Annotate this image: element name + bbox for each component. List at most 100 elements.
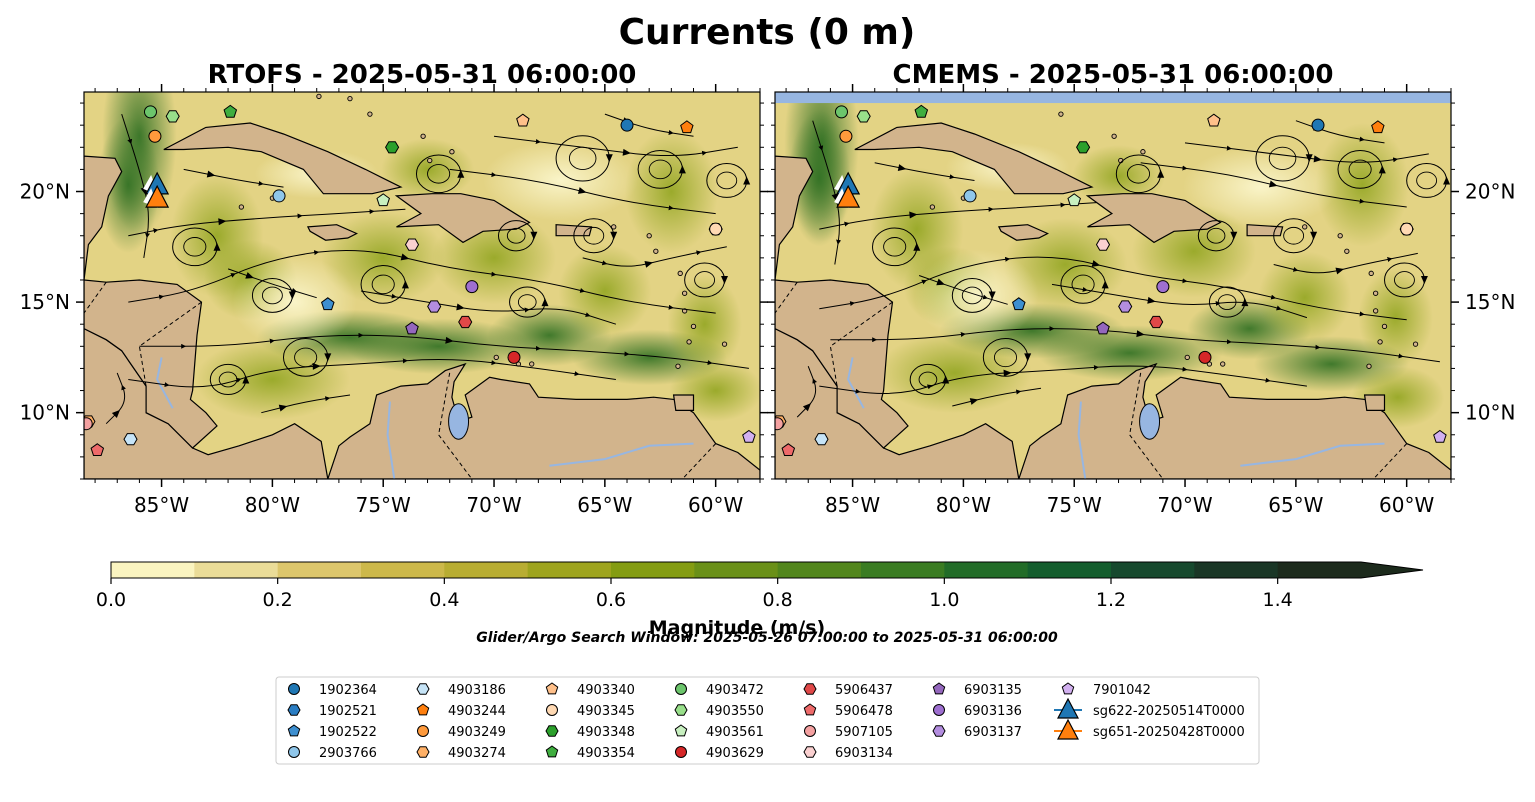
colorbar-tick-label: 1.4 [1263,589,1293,611]
colorbar-segment [944,562,1029,578]
y-tick-label: 20°N [1465,180,1515,204]
legend-label: 7901042 [1093,683,1151,698]
colorbar-segment [277,562,362,578]
streamline-arrow [577,187,587,194]
island [238,204,245,210]
island [1302,224,1308,230]
float-4903550-marker [856,110,871,123]
streamline-arrow [605,154,613,163]
streamline-arrow [1147,296,1156,304]
island [611,224,617,230]
legend-float-marker [1061,682,1075,695]
river [1240,442,1385,467]
island [1381,323,1388,330]
float-1902522-marker [321,297,335,311]
float-5906437-marker [1149,315,1164,329]
legend-label: 2903766 [319,746,377,761]
x-tick-label: 75°W [356,493,411,517]
streamline-arrow [1157,169,1165,178]
streamline-arrow [1313,155,1322,163]
country-border [438,372,473,479]
float-6903134-marker [1095,238,1111,251]
eddy-streamline [1268,146,1297,170]
land-cuba [854,122,1094,195]
eddy-streamline [961,286,983,305]
eddy-streamline [583,226,605,245]
colorbar-segment [777,562,862,578]
eddy-streamline [716,171,738,190]
x-tick-label: 75°W [1047,493,1102,517]
colorbar-tick-label: 0.2 [263,589,293,611]
streamline-arrow [1378,165,1386,174]
island [929,204,936,210]
legend-float-marker [675,683,687,695]
streamline [582,246,727,267]
country-border [775,281,798,314]
land-trinidad [672,394,695,411]
legend-label: sg651-20250428T0000 [1093,725,1245,740]
y-tick-label: 15°N [20,290,70,314]
streamline-arrow [942,375,950,384]
legend-float-marker [288,683,300,695]
legend-float-marker [803,703,817,716]
eddy-streamline [883,237,907,257]
map-frame [83,91,761,480]
float-4903629-marker [507,350,521,364]
legend-label: 5906437 [835,683,893,698]
search-window-text: Glider/Argo Search Window: 2025-05-26 07… [476,630,1058,646]
lake-maracaibo [1139,403,1161,440]
float-7901042-marker [1433,429,1447,443]
legend-label: 4903249 [448,725,506,740]
float-4903249-marker [148,129,162,143]
glider-sg651-20250428T0000-marker [145,184,170,208]
streamline [830,326,1440,363]
map-area-rtofs [84,92,760,479]
map-frame [774,91,1452,480]
legend-float-marker [545,682,559,695]
legend-label: 6903135 [964,683,1022,698]
eddy-streamline [506,227,526,244]
river [386,401,396,479]
legend-label: 5907105 [835,725,893,740]
legend-label: 4903550 [706,704,764,719]
float-4903472-marker [143,105,157,119]
current-magnitude-patch [558,244,652,338]
island [681,290,688,296]
eddy-streamline [993,347,1018,368]
land-cuba [163,122,403,195]
map-panel-rtofs: 85°W 80°W 75°W 70°W 65°W 60°W 20°N 15°N 10°N [20,84,768,517]
x-tick-label: 85°W [134,493,189,517]
eddy-streamline [694,271,716,289]
streamline-arrow [206,170,216,178]
legend-float-marker [287,724,301,737]
y-tick-label: 10°N [20,401,70,425]
float-4903244-marker [680,120,694,134]
island [1372,308,1379,314]
streamline-arrow [1024,353,1032,362]
float-5906437-marker [458,315,473,329]
legend-label: 4903354 [577,746,635,761]
colorbar: 0.0 0.2 0.4 0.6 0.8 1.0 1.2 1.4 [96,561,1424,611]
streamline [128,249,716,314]
float-4903345-marker [709,222,723,236]
river [1077,401,1087,479]
country-border [84,281,107,314]
legend-label: 1902521 [319,704,377,719]
legend-float-marker [933,704,945,716]
legend-label: 1902364 [319,683,377,698]
map-panel-cmems: 85°W 80°W 75°W 70°W 65°W 60°W 20°N 15°N 10°N [767,84,1515,517]
island [646,233,652,239]
island [347,95,353,102]
legend-float-marker [287,704,301,716]
land-puerto-rico [555,224,593,237]
colorbar-tick-label: 1.2 [1096,589,1126,611]
eddy-streamline [648,159,672,180]
eddy-streamline [1071,274,1095,295]
legend-label: 4903244 [448,704,506,719]
island [1058,111,1064,117]
float-7901042-marker [742,429,756,443]
eddy-streamline [517,294,537,310]
float-1902522-marker [1012,297,1026,311]
float-1902364-marker [620,118,634,132]
legend-label: 4903472 [706,683,764,698]
